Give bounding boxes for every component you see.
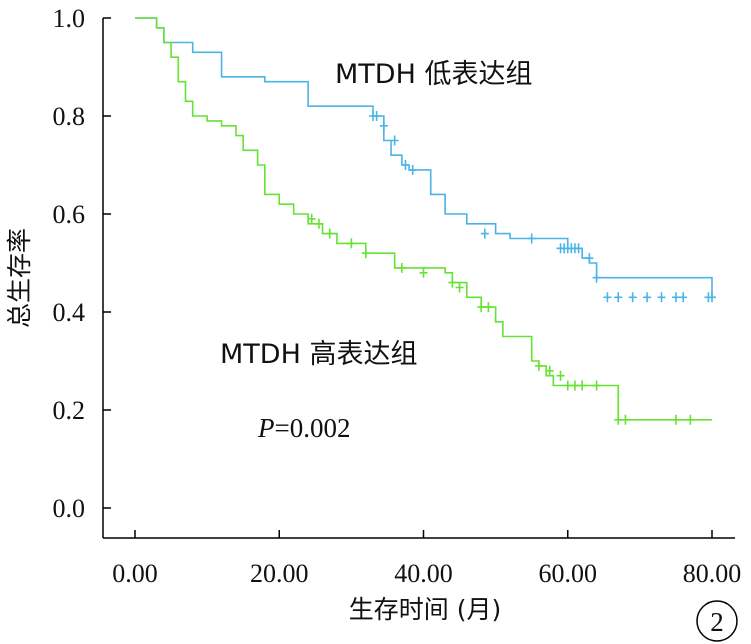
- y-tick-label: 0.4: [53, 298, 86, 327]
- censor-mark: [592, 380, 601, 391]
- censor-mark: [592, 272, 601, 283]
- censor-mark: [671, 292, 680, 303]
- censor-mark: [574, 243, 583, 254]
- panel-number: 2: [710, 607, 724, 637]
- censor-mark: [390, 135, 399, 146]
- censor-mark: [603, 292, 612, 303]
- censor-mark: [621, 414, 630, 425]
- censor-mark: [455, 282, 464, 293]
- axes: [102, 18, 735, 539]
- y-axis-title: 总生存率: [5, 228, 34, 328]
- censor-mark: [307, 213, 316, 224]
- censor-mark: [570, 380, 579, 391]
- y-ticks: 0.0 0.2 0.4 0.6 0.8 1.0: [53, 4, 111, 523]
- censor-mark: [679, 292, 688, 303]
- censor-mark: [556, 370, 565, 381]
- survival-curve: [135, 17, 712, 421]
- censor-mark: [657, 292, 666, 303]
- x-tick-label: 60.00: [539, 559, 598, 588]
- y-tick-label: 1.0: [53, 4, 86, 33]
- censor-mark: [614, 414, 623, 425]
- panel-number-badge: 2: [696, 600, 738, 642]
- panel-number-circle: [696, 600, 738, 642]
- censor-mark: [484, 302, 493, 313]
- series-high-expression: [135, 17, 712, 425]
- p-value-label: P=0.002: [257, 413, 350, 443]
- p-value: =0.002: [275, 413, 351, 443]
- censor-mark: [314, 218, 323, 229]
- series-low-expression: [135, 17, 716, 303]
- censor-mark: [372, 111, 381, 121]
- censor-mark: [643, 292, 652, 303]
- censor-mark: [585, 253, 594, 264]
- censor-mark: [477, 302, 486, 313]
- x-axis-title: 生存时间 (月): [349, 595, 501, 624]
- censor-mark: [401, 160, 410, 170]
- y-tick-label: 0.0: [53, 494, 86, 523]
- censor-mark: [628, 292, 637, 303]
- censor-mark: [347, 238, 356, 249]
- censor-mark: [578, 380, 587, 391]
- y-tick-label: 0.8: [53, 102, 86, 131]
- y-tick-label: 0.6: [53, 200, 86, 229]
- censor-mark: [614, 292, 623, 303]
- high-group-label: MTDH 高表达组: [220, 339, 417, 370]
- censor-mark: [408, 164, 417, 175]
- censor-mark: [563, 380, 572, 391]
- x-ticks: 0.00 20.00 40.00 60.00 80.00: [112, 530, 741, 588]
- series-layer: [135, 17, 716, 425]
- censor-mark: [325, 228, 334, 239]
- censor-mark: [361, 248, 370, 259]
- x-tick-label: 20.00: [250, 559, 309, 588]
- censor-mark: [534, 360, 543, 371]
- censor-mark: [379, 120, 388, 131]
- x-tick-label: 0.00: [112, 559, 158, 588]
- censor-mark: [708, 292, 716, 303]
- censor-mark: [686, 414, 695, 425]
- x-tick-label: 40.00: [394, 559, 453, 588]
- censor-mark: [545, 365, 554, 376]
- low-group-label: MTDH 低表达组: [335, 59, 532, 90]
- censor-mark: [480, 228, 489, 239]
- y-tick-label: 0.2: [53, 396, 86, 425]
- censor-mark: [448, 277, 457, 288]
- censor-mark: [671, 414, 680, 425]
- x-tick-label: 80.00: [683, 559, 742, 588]
- censor-mark: [397, 262, 406, 273]
- censor-mark: [419, 267, 428, 278]
- censor-mark: [527, 233, 536, 244]
- p-symbol: P: [257, 413, 275, 443]
